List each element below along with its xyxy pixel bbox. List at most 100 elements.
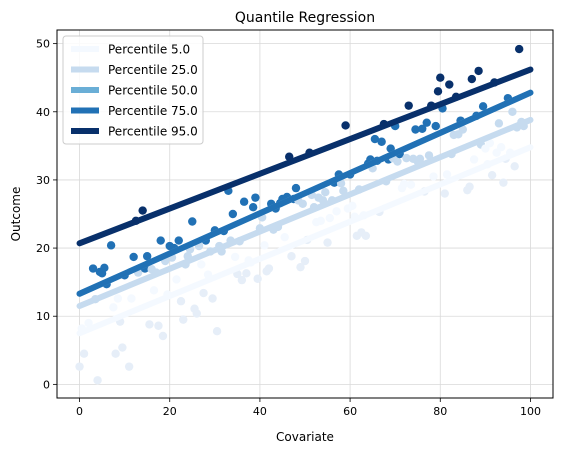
scatter-point <box>199 288 208 298</box>
scatter-point <box>176 297 186 306</box>
scatter-point <box>485 138 495 148</box>
scatter-point <box>514 44 524 54</box>
scatter-point <box>298 199 307 208</box>
scatter-point <box>469 155 479 164</box>
scatter-point <box>411 125 420 134</box>
scatter-point <box>142 252 152 261</box>
scatter-point <box>230 252 240 262</box>
scatter-point <box>118 343 127 352</box>
scatter-point <box>316 216 325 226</box>
scatter-point <box>377 137 386 146</box>
x-tick-label: 80 <box>433 405 447 418</box>
scatter-point <box>248 202 258 212</box>
scatter-point <box>321 187 330 197</box>
scatter-point <box>197 260 206 269</box>
scatter-point <box>440 189 449 198</box>
y-tick-label: 0 <box>43 378 50 391</box>
scatter-point <box>280 232 289 242</box>
scatter-point <box>138 206 147 215</box>
scatter-point <box>510 162 519 171</box>
scatter-point <box>291 183 301 193</box>
x-axis-ticks: 0 20 40 60 80 100 <box>76 398 541 418</box>
scatter-point <box>287 252 296 261</box>
x-tick-label: 0 <box>76 405 83 418</box>
scatter-point <box>129 252 138 262</box>
scatter-point <box>418 124 427 134</box>
scatter-point <box>149 286 159 295</box>
scatter-point <box>253 274 262 283</box>
scatter-point <box>402 153 411 163</box>
scatter-point <box>458 125 468 134</box>
scatter-point <box>422 118 431 127</box>
y-axis-label: Outcome <box>9 187 23 242</box>
scatter-point <box>474 66 483 76</box>
scatter-point <box>478 102 488 111</box>
x-tick-label: 20 <box>163 405 177 418</box>
scatter-point <box>75 362 84 371</box>
scatter-point <box>431 121 440 131</box>
scatter-point <box>237 275 247 285</box>
scatter-point <box>158 331 168 341</box>
scatter-point <box>111 349 120 358</box>
scatter-point <box>84 318 93 328</box>
scatter-point <box>467 74 477 84</box>
x-tick-label: 100 <box>520 405 541 418</box>
scatter-point <box>496 143 506 152</box>
scatter-points <box>75 44 528 385</box>
scatter-point <box>239 197 249 206</box>
regression-lines <box>76 66 534 337</box>
legend-label-1: Percentile 25.0 <box>108 63 198 77</box>
scatter-point <box>436 73 445 82</box>
scatter-point <box>79 349 89 358</box>
x-tick-label: 60 <box>343 405 357 418</box>
scatter-point <box>208 294 217 303</box>
scatter-point <box>251 193 260 202</box>
legend: Percentile 5.0 Percentile 25.0 Percentile … <box>62 35 204 145</box>
scatter-point <box>264 264 274 273</box>
legend-box <box>62 35 204 145</box>
scatter-point <box>332 207 341 216</box>
scatter-point <box>106 241 116 250</box>
scatter-point <box>370 134 380 144</box>
regression-line-1 <box>76 116 534 309</box>
scatter-point <box>296 262 305 272</box>
scatter-point <box>400 179 409 189</box>
scatter-point <box>156 236 165 245</box>
x-tick-label: 40 <box>253 405 267 418</box>
legend-label-2: Percentile 50.0 <box>108 84 198 98</box>
scatter-point <box>172 275 181 284</box>
y-tick-label: 20 <box>36 242 50 255</box>
scatter-point <box>325 213 334 223</box>
scatter-point <box>386 144 395 153</box>
scatter-point <box>179 315 188 324</box>
scatter-point <box>415 154 425 163</box>
scatter-point <box>145 320 154 329</box>
scatter-point <box>242 269 251 278</box>
scatter-point <box>445 80 454 89</box>
scatter-point <box>192 309 201 318</box>
scatter-point <box>424 151 434 160</box>
y-tick-label: 40 <box>36 106 50 119</box>
scatter-point <box>124 362 134 371</box>
scatter-point <box>88 264 98 273</box>
y-axis-ticks: 0 10 20 30 40 50 <box>36 38 57 391</box>
scatter-point <box>300 256 310 266</box>
scatter-point <box>361 231 371 241</box>
scatter-point <box>465 182 474 191</box>
scatter-point <box>93 376 102 385</box>
scatter-point <box>393 157 402 166</box>
scatter-point <box>406 180 416 189</box>
y-tick-label: 30 <box>36 174 50 187</box>
scatter-point <box>404 101 413 110</box>
scatter-point <box>260 241 269 250</box>
y-tick-label: 50 <box>36 38 50 51</box>
plot-border <box>56 29 554 399</box>
scatter-point <box>228 209 238 219</box>
scatter-point <box>499 178 508 187</box>
x-axis-label: Covariate <box>276 430 334 444</box>
scatter-point <box>127 294 136 303</box>
scatter-point <box>323 238 332 247</box>
scatter-point <box>494 119 504 128</box>
regression-line-4 <box>76 66 534 247</box>
